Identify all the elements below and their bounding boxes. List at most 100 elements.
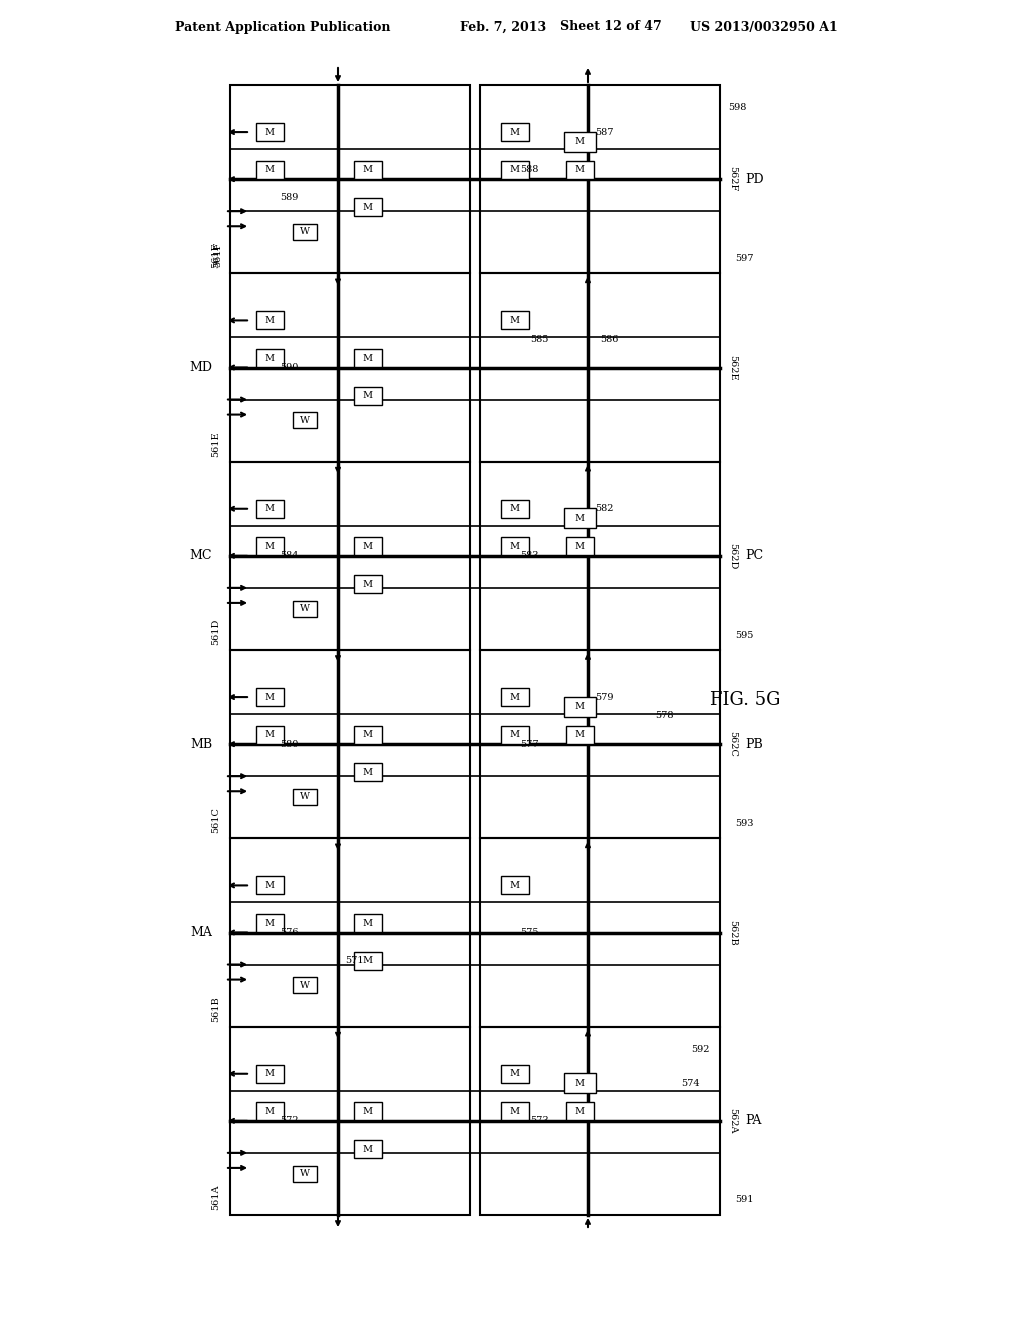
Bar: [354, 913, 382, 932]
Text: M: M: [574, 730, 585, 739]
Text: M: M: [265, 543, 275, 550]
Text: M: M: [265, 354, 275, 363]
Text: MC: MC: [189, 549, 212, 562]
Text: 592: 592: [691, 1044, 710, 1053]
Bar: [501, 726, 529, 743]
Text: M: M: [362, 768, 373, 777]
Text: M: M: [510, 693, 520, 702]
Bar: [293, 224, 317, 240]
Bar: [354, 952, 382, 970]
Text: M: M: [362, 1107, 373, 1115]
Bar: [564, 132, 596, 152]
Text: M: M: [574, 1107, 585, 1115]
Bar: [566, 161, 594, 178]
Text: 576: 576: [280, 928, 299, 937]
Text: 561C: 561C: [211, 808, 220, 833]
Text: 561A: 561A: [211, 1184, 220, 1210]
Text: 591: 591: [735, 1196, 754, 1204]
Text: W: W: [300, 416, 310, 425]
Text: 562F: 562F: [728, 166, 737, 191]
Bar: [256, 312, 284, 330]
Text: 595: 595: [735, 631, 754, 639]
Bar: [354, 1102, 382, 1121]
Bar: [230, 273, 470, 462]
Bar: [480, 84, 720, 273]
Text: PB: PB: [745, 738, 763, 751]
Text: M: M: [574, 1078, 585, 1088]
Bar: [256, 348, 284, 367]
Bar: [354, 161, 382, 178]
Text: 571: 571: [345, 956, 364, 965]
Bar: [293, 412, 317, 428]
Text: M: M: [510, 128, 520, 136]
Text: M: M: [265, 315, 275, 325]
Text: 562B: 562B: [728, 920, 737, 945]
Text: Patent Application Publication: Patent Application Publication: [175, 21, 390, 33]
Text: 573: 573: [530, 1117, 549, 1126]
Text: M: M: [265, 919, 275, 928]
Text: 584: 584: [280, 552, 299, 560]
Bar: [256, 123, 284, 141]
Bar: [256, 876, 284, 895]
Text: W: W: [300, 1170, 310, 1177]
Text: 574: 574: [681, 1078, 700, 1088]
Bar: [293, 1166, 317, 1181]
Text: 585: 585: [530, 335, 549, 343]
Bar: [501, 123, 529, 141]
Bar: [293, 977, 317, 993]
Bar: [256, 537, 284, 556]
Bar: [293, 601, 317, 616]
Text: M: M: [510, 543, 520, 550]
Bar: [480, 838, 720, 1027]
Text: M: M: [510, 165, 520, 174]
Text: 561D: 561D: [211, 619, 220, 645]
Text: 590: 590: [280, 363, 298, 372]
Text: US 2013/0032950 A1: US 2013/0032950 A1: [690, 21, 838, 33]
Bar: [256, 1102, 284, 1121]
Text: M: M: [574, 702, 585, 711]
Text: M: M: [265, 128, 275, 136]
Bar: [480, 273, 720, 462]
Text: M: M: [510, 1107, 520, 1115]
Text: 580: 580: [280, 739, 298, 748]
Text: M: M: [362, 165, 373, 174]
Bar: [480, 649, 720, 838]
Text: 572: 572: [280, 1117, 299, 1126]
Bar: [354, 348, 382, 367]
Text: W: W: [300, 605, 310, 612]
Text: M: M: [265, 693, 275, 702]
Text: MA: MA: [190, 927, 212, 939]
Bar: [501, 161, 529, 178]
Text: 583: 583: [520, 552, 539, 560]
Text: M: M: [574, 165, 585, 174]
Text: 561B: 561B: [211, 995, 220, 1022]
Text: M: M: [510, 880, 520, 890]
Text: M: M: [265, 880, 275, 890]
Text: M: M: [265, 504, 275, 513]
Text: 562C: 562C: [728, 731, 737, 758]
Text: 561F: 561F: [211, 243, 220, 268]
Text: M: M: [362, 543, 373, 550]
Bar: [354, 726, 382, 743]
Bar: [501, 537, 529, 556]
Bar: [480, 1027, 720, 1214]
Bar: [354, 537, 382, 556]
Text: M: M: [510, 730, 520, 739]
Text: PD: PD: [745, 173, 764, 186]
Bar: [256, 688, 284, 706]
Text: 561E: 561E: [211, 432, 220, 457]
Bar: [293, 789, 317, 805]
Text: M: M: [510, 504, 520, 513]
Bar: [564, 508, 596, 528]
Bar: [230, 462, 470, 649]
Bar: [501, 500, 529, 517]
Text: 561F: 561F: [213, 242, 222, 267]
Text: 578: 578: [655, 711, 674, 721]
Text: 588: 588: [520, 165, 539, 174]
Text: M: M: [362, 1144, 373, 1154]
Text: M: M: [362, 579, 373, 589]
Text: M: M: [574, 513, 585, 523]
Text: Sheet 12 of 47: Sheet 12 of 47: [560, 21, 662, 33]
Bar: [354, 387, 382, 405]
Text: M: M: [362, 919, 373, 928]
